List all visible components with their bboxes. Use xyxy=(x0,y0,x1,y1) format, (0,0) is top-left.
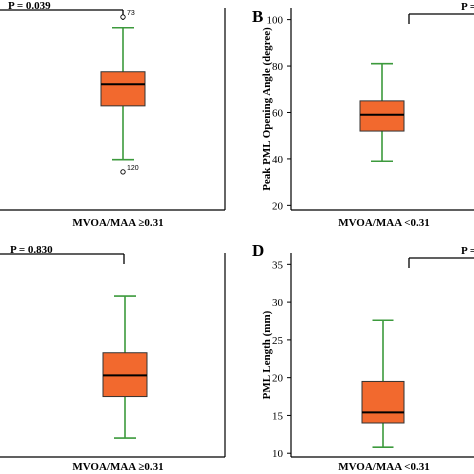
p1-outlier-point xyxy=(120,169,126,175)
p4-y-tick-label: 15 xyxy=(272,410,284,422)
p2-p-value: P = 0.0 xyxy=(461,1,474,13)
p2-panel-letter: B xyxy=(252,7,263,26)
p1-outlier-label: 120 xyxy=(127,165,139,172)
p3-x-axis-label: MVOA/MAA ≥0.31 xyxy=(72,461,163,473)
p1-outlier-point xyxy=(120,14,126,20)
p4-iqr-box xyxy=(361,380,405,424)
p2-y-tick-label: 80 xyxy=(272,61,284,73)
p1-iqr-box xyxy=(100,71,146,107)
p4-x-axis-label: MVOA/MAA <0.31 xyxy=(338,461,430,473)
p4-p-value: P = 0.6 xyxy=(461,245,474,257)
p2-y-tick-label: 60 xyxy=(272,107,284,119)
p2-y-axis-label: Peak PML Opening Angle (degree) xyxy=(261,27,273,191)
p2-x-axis-label: MVOA/MAA <0.31 xyxy=(338,217,430,229)
p4-y-tick-label: 30 xyxy=(272,297,284,309)
p2-y-tick-label: 20 xyxy=(272,200,284,212)
p4-panel-letter: D xyxy=(252,241,264,260)
p2-y-tick-label: 40 xyxy=(272,154,284,166)
p1-x-axis-label: MVOA/MAA ≥0.31 xyxy=(72,217,163,229)
p1-p-value: P = 0.039 xyxy=(8,0,51,12)
p4-y-tick-label: 20 xyxy=(272,373,284,385)
p2-y-tick-label: 100 xyxy=(267,15,284,27)
p3-p-value: P = 0.830 xyxy=(10,244,53,256)
p2-iqr-box xyxy=(359,100,405,132)
p4-y-tick-label: 25 xyxy=(272,335,284,347)
p4-y-axis-label: PML Length (mm) xyxy=(261,310,273,399)
p1-outlier-label: 73 xyxy=(127,10,135,17)
p4-y-tick-label: 35 xyxy=(272,259,284,271)
p4-y-tick-label: 10 xyxy=(272,448,284,460)
